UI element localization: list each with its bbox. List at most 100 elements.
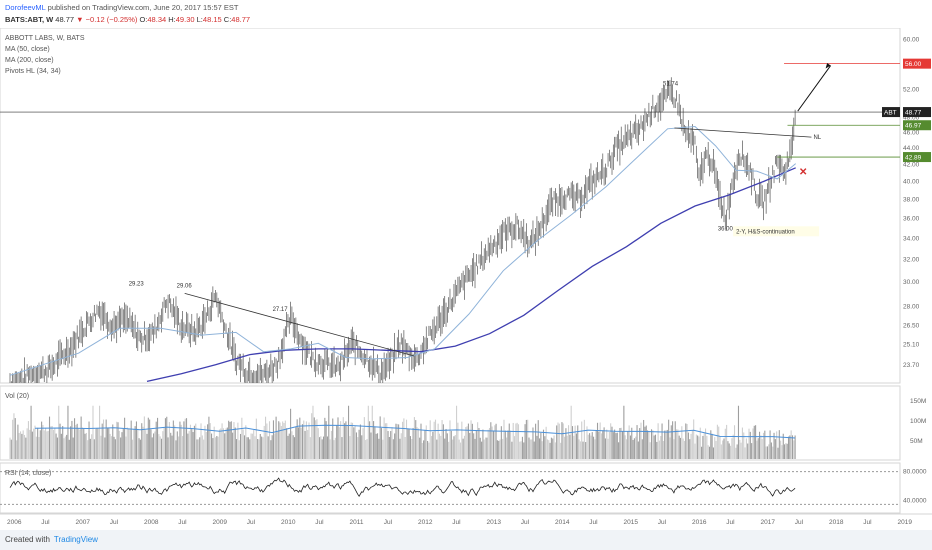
legend-pivots: Pivots HL (34, 34) [5,68,61,75]
rsi-tick-label: 80.0000 [903,469,927,476]
price-badge-bg [903,107,931,118]
ma50-line [9,125,797,376]
x-tick-label: Jul [589,519,598,526]
close-value: 48.77 [231,15,251,24]
vol-tick-label: 50M [910,438,923,445]
annotation-label: 2-Y, H&S-continuation [736,229,795,235]
legend-rsi: RSI (14, close) [5,470,51,477]
pivot-labels: 29.23 29.06 27.17 51.74 36.00 [129,81,734,313]
pivot-label: 51.74 [663,81,679,87]
y-tick-label: 36.00 [903,215,920,222]
x-tick-label: Jul [452,519,461,526]
footer-credit: Created with TradingView [5,535,98,544]
close-label: C: [223,15,232,24]
x-tick-label: Jul [384,519,393,526]
legend-ma200: MA (200, close) [5,57,54,64]
rsi-axis: 80.0000 40.0000 [903,469,927,505]
y-tick-label: 32.00 [903,257,920,264]
x-tick-label: 2012 [418,519,433,526]
x-tick-label: 2010 [281,519,296,526]
price-badge-bg [903,120,931,131]
rsi-pane [0,462,901,514]
annotation-bg [733,226,820,237]
x-tick-label: Jul [658,519,667,526]
x-tick-label: 2009 [213,519,228,526]
symbol-label: BATS:ABT, W [5,15,54,24]
y-tick-label: 28.00 [903,303,920,310]
price-badge: 48.77 [905,110,922,117]
x-tick-label: Jul [178,519,187,526]
x-tick-label: Jul [41,519,50,526]
y-tick-label: 46.00 [903,130,920,137]
price-badge: 46.97 [905,123,922,130]
price-badge: 56.00 [905,61,922,68]
open-label: O: [139,15,148,24]
created-with: Created with [5,535,50,544]
author-link[interactable]: DorofeevML [5,3,46,12]
x-tick-label: Jul [795,519,804,526]
rsi-line [9,477,796,497]
y-tick-label: 52.00 [903,87,920,94]
y-tick-label: 25.10 [903,342,920,349]
y-tick-label: 60.00 [903,36,920,43]
y-tick-label: 26.50 [903,323,920,330]
volume-axis: 150M 100M 50M [910,398,926,445]
x-tick-label: 2008 [144,519,159,526]
price-axis: 60.00 56.00 52.00 48.00 46.00 44.00 42.00 40.00… [903,36,920,368]
x-tick-label: 2018 [829,519,844,526]
y-tick-label: 40.00 [903,178,920,185]
y-tick-label: 42.00 [903,161,920,168]
tradingview-logo[interactable]: TradingView [53,535,98,544]
low-value: 48.15 [202,15,222,24]
x-tick-label: Jul [521,519,530,526]
x-tick-label: Jul [315,519,324,526]
high-value: 49.30 [175,15,195,24]
downtrend-line [184,293,415,357]
publish-info: DorofeevML published on TradingView.com,… [5,3,239,12]
vol-tick-label: 150M [910,398,926,405]
pivot-label: 36.00 [718,226,734,232]
symbol-tag: ABT [884,110,897,117]
time-axis: 2006 Jul 2007 Jul 2008 Jul 2009 Jul 2010 Jul 2011 J… [7,519,912,526]
low-label: L: [196,15,203,24]
footer: Created with TradingView [0,530,932,550]
pivot-label: 27.17 [273,307,289,313]
price-badge-bg [903,58,931,69]
volume-bars [9,405,796,459]
neckline [674,127,812,138]
price-pane [0,28,901,384]
stop-cross-icon: ✕ [799,167,807,178]
y-tick-label: 34.00 [903,235,920,242]
y-tick-label: 38.00 [903,196,920,203]
open-value: 48.34 [147,15,167,24]
volume-ma-line [34,424,796,439]
x-tick-label: 2013 [487,519,502,526]
price-change: ▼ −0.12 (−0.25%) [76,15,138,24]
price-level-badges: 56.00 ABT 48.77 46.97 42.89 [882,58,931,163]
vol-tick-label: 100M [910,418,926,425]
high-label: H: [168,15,176,24]
x-tick-label: 2016 [692,519,707,526]
price-badge: 42.89 [905,155,922,162]
x-tick-label: 2019 [898,519,913,526]
annotations: NL 2-Y, H&S-continuation [733,135,822,237]
x-tick-label: 2014 [555,519,570,526]
legend-ma50: MA (50, close) [5,46,50,53]
x-tick-label: 2006 [7,519,22,526]
x-tick-label: 2015 [624,519,639,526]
y-tick-label: 23.70 [903,362,920,369]
y-tick-label: 44.00 [903,145,920,152]
rsi-tick-label: 40.0000 [903,497,927,504]
pivot-label: 29.23 [129,281,145,287]
price-chart[interactable]: 60.00 56.00 52.00 48.00 46.00 44.00 42.00 40.00… [0,28,932,530]
y-tick-label: 30.00 [903,279,920,286]
symbol-tag-bg [882,107,900,118]
annotation-label: NL [813,135,821,141]
symbol-info: BATS:ABT, W 48.77 ▼ −0.12 (−0.25%) O:48.… [5,15,250,24]
y-tick-label: 48.00 [903,115,920,122]
price-bars [9,77,796,383]
ma200-line [146,167,796,383]
drawings [0,63,900,357]
publish-text: published on TradingView.com, June 20, 2… [45,3,239,12]
x-tick-label: Jul [726,519,735,526]
